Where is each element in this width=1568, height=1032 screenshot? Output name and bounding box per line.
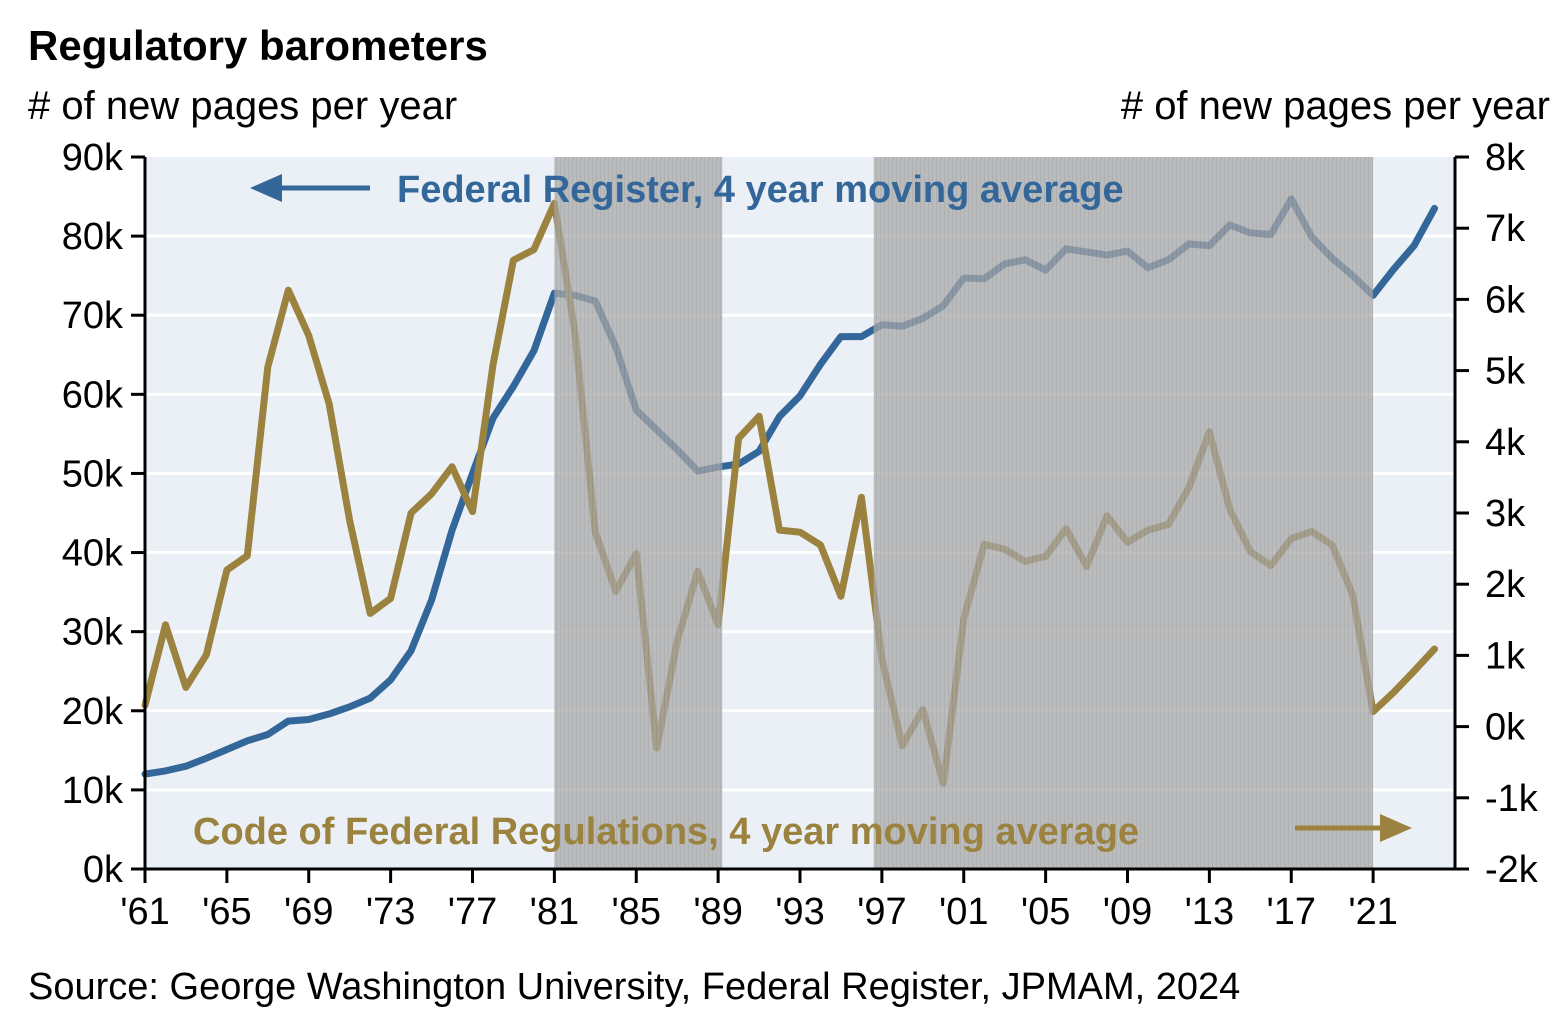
right-tick-label: 1k: [1485, 635, 1526, 677]
shaded-period-1: [554, 157, 723, 869]
right-tick-label: 5k: [1485, 351, 1526, 393]
left-tick-label: 90k: [62, 137, 124, 179]
x-tick-label: '09: [1103, 891, 1153, 933]
right-tick-label: 0k: [1485, 707, 1526, 749]
chart-title: Regulatory barometers: [28, 22, 488, 69]
cfr-arrow-head: [1380, 814, 1412, 842]
left-tick-label: 50k: [62, 453, 124, 495]
x-tick-label: '93: [775, 891, 825, 933]
left-axis-label: # of new pages per year: [28, 84, 458, 128]
left-tick-label: 20k: [62, 691, 124, 733]
federal-register-label: Federal Register, 4 year moving average: [397, 169, 1124, 211]
x-tick-label: '17: [1266, 891, 1316, 933]
left-tick-label: 30k: [62, 612, 124, 654]
left-tick-label: 60k: [62, 374, 124, 416]
x-tick-label: '73: [366, 891, 416, 933]
x-tick-label: '61: [120, 891, 170, 933]
x-tick-label: '97: [857, 891, 907, 933]
right-tick-label: 6k: [1485, 279, 1526, 321]
x-tick-label: '05: [1021, 891, 1071, 933]
x-tick-label: '01: [939, 891, 989, 933]
x-tick-label: '69: [284, 891, 334, 933]
federal-register-arrow-head: [250, 174, 282, 202]
x-tick-label: '81: [530, 891, 580, 933]
x-tick-label: '85: [611, 891, 661, 933]
code-of-federal-regulations-label: Code of Federal Regulations, 4 year movi…: [193, 811, 1139, 853]
left-tick-label: 70k: [62, 295, 124, 337]
right-tick-label: 7k: [1485, 208, 1526, 250]
x-tick-label: '77: [448, 891, 498, 933]
x-tick-label: '21: [1348, 891, 1398, 933]
right-tick-label: -2k: [1485, 849, 1539, 891]
left-tick-label: 10k: [62, 770, 124, 812]
source-note: Source: George Washington University, Fe…: [28, 966, 1241, 1008]
right-tick-label: 4k: [1485, 422, 1526, 464]
right-tick-label: -1k: [1485, 778, 1539, 820]
right-tick-label: 8k: [1485, 137, 1526, 179]
left-tick-label: 40k: [62, 533, 124, 575]
left-tick-label: 0k: [83, 849, 124, 891]
right-tick-label: 2k: [1485, 564, 1526, 606]
left-tick-label: 80k: [62, 216, 124, 258]
right-tick-label: 3k: [1485, 493, 1526, 535]
x-tick-label: '65: [202, 891, 252, 933]
right-axis-label: # of new pages per year: [1120, 84, 1550, 128]
x-tick-label: '13: [1185, 891, 1235, 933]
shaded-period-2: [873, 157, 1374, 869]
x-tick-label: '89: [693, 891, 743, 933]
